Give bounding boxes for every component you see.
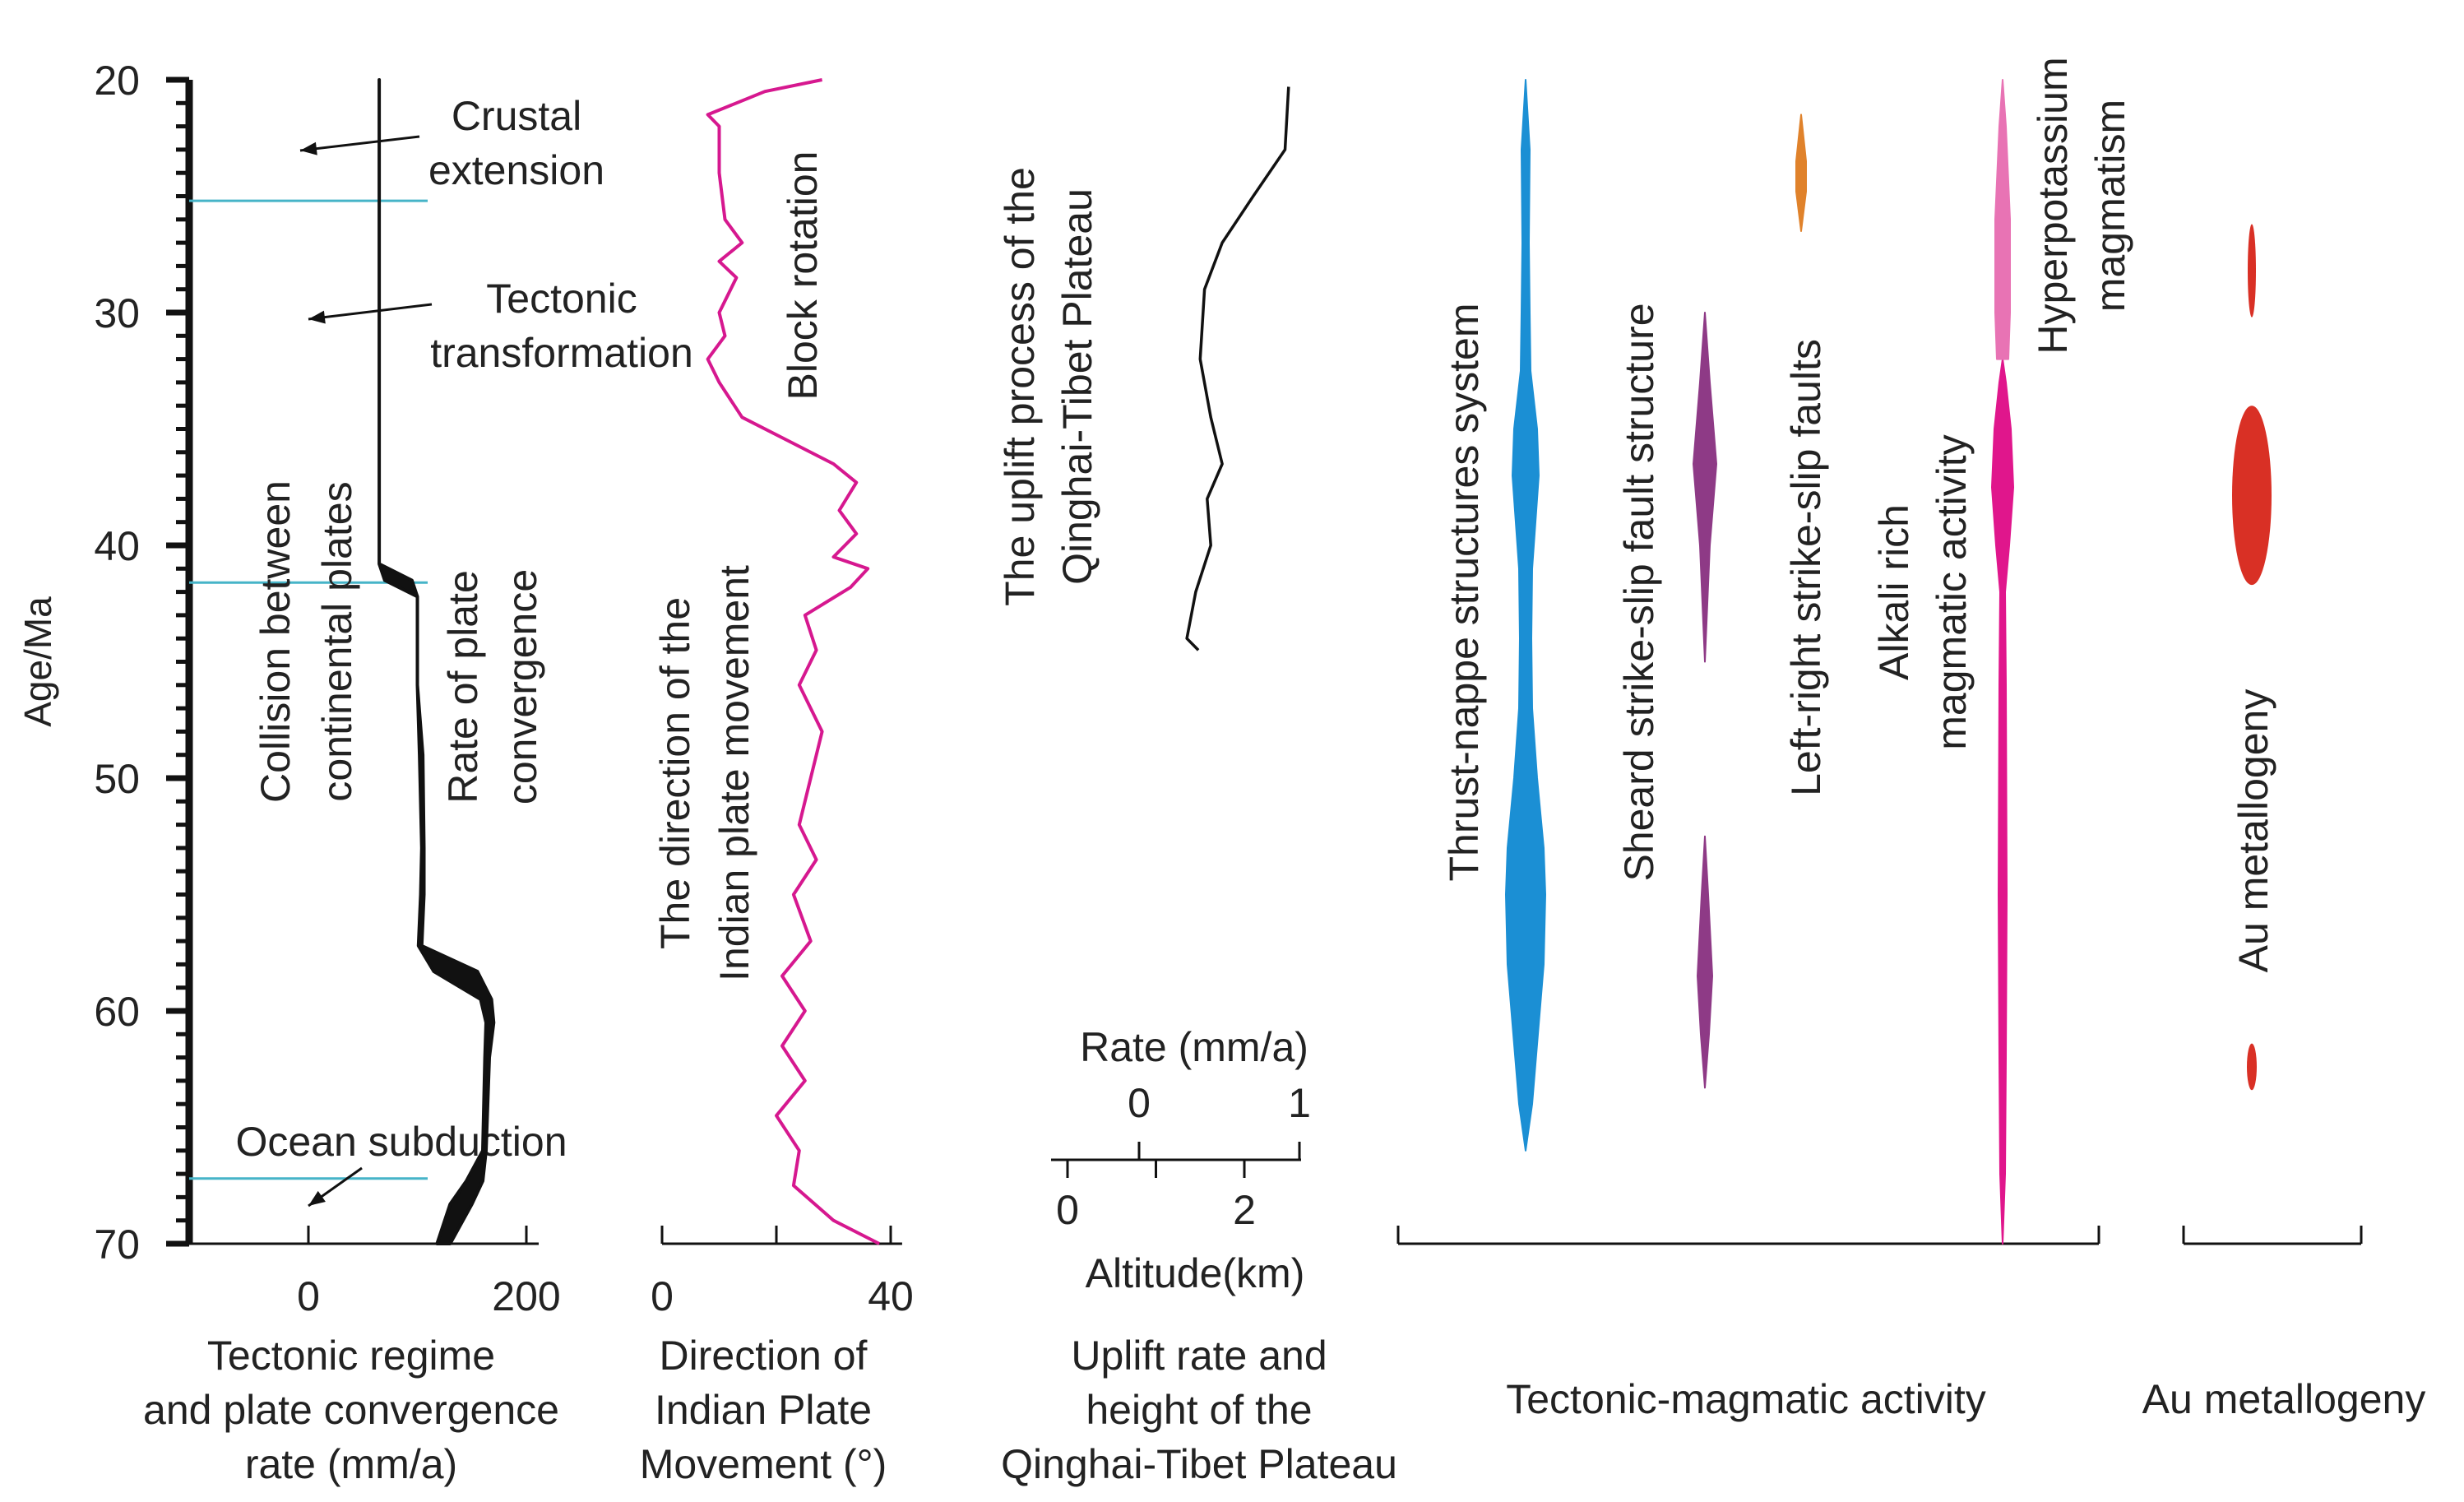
annotation-crustal-extension: Crustal — [452, 93, 581, 139]
convergence-caption: and plate convergence — [143, 1387, 559, 1433]
uplift-caption: height of the — [1086, 1387, 1312, 1433]
convergence-rate-band — [377, 78, 496, 1245]
uplift-caption: Qinghai-Tibet Plateau — [1001, 1441, 1397, 1487]
annotation-collision: continental plates — [314, 481, 360, 801]
au-caption: Au metallogeny — [2142, 1376, 2426, 1422]
age-axis: 20 30 40 50 60 70 — [94, 58, 193, 1268]
convergence-caption: Tectonic regime — [207, 1333, 495, 1379]
annotation-ocean-subduction: Ocean subduction — [235, 1119, 567, 1165]
direction-panel: 0 40 The direction of the Indian plate move… — [640, 78, 914, 1487]
uplift-rate-tick-label: 1 — [1288, 1080, 1311, 1126]
annotation-arrow — [308, 303, 433, 321]
uplift-altitude-axis-label: Altitude(km) — [1086, 1250, 1305, 1296]
age-tick-label: 20 — [94, 58, 140, 104]
annotation-collision: Collision between — [252, 480, 299, 803]
activity-label-sheard: Sheard strike-slip fault structure — [1616, 303, 1662, 881]
convergence-x-tick-label: 200 — [492, 1273, 560, 1319]
activity-body — [1994, 79, 2011, 360]
uplift-series-label: Qinghai-Tibet Plateau — [1054, 188, 1100, 585]
annotation-tectonic-transformation: Tectonic — [486, 276, 637, 322]
age-tick-label: 40 — [94, 523, 140, 569]
activity-caption: Tectonic-magmatic activity — [1506, 1376, 1986, 1422]
uplift-rate-axis-label: Rate (mm/a) — [1080, 1024, 1308, 1070]
activity-body — [1991, 358, 2014, 1245]
stage-annotations: Crustal extension Tectonic transformation Co… — [235, 93, 693, 1208]
age-tick-label: 60 — [94, 989, 140, 1035]
convergence-series-label: convergence — [499, 569, 545, 804]
convergence-x-tick-label: 0 — [297, 1273, 320, 1319]
uplift-curve — [1185, 86, 1290, 651]
direction-x-tick-label: 40 — [868, 1273, 914, 1319]
au-label: Au metallogeny — [2230, 689, 2276, 973]
activity-label-thrust: Thrust-nappe structures system — [1441, 303, 1487, 881]
direction-caption: Movement (°) — [640, 1441, 887, 1487]
direction-block-rotation-label: Block rotation — [780, 151, 826, 401]
uplift-series-label: The uplift process of the — [997, 167, 1043, 606]
annotation-arrowhead — [308, 310, 326, 324]
activity-label-alkali: magmatic activity — [1929, 434, 1975, 749]
age-tick-label: 30 — [94, 290, 140, 336]
age-tick-label: 50 — [94, 756, 140, 802]
annotation-arrowhead — [308, 1190, 326, 1206]
au-body — [2248, 224, 2256, 318]
activity-body — [1697, 835, 1713, 1089]
tectonic-magmatic-panel: Thrust-nappe structures system Sheard str… — [1396, 57, 2133, 1422]
uplift-rate-tick-label: 0 — [1128, 1080, 1151, 1126]
activity-label-hyperpotassium: Hyperpotassium — [2030, 57, 2076, 354]
age-axis-label: Age/Ma — [16, 596, 59, 727]
uplift-caption: Uplift rate and — [1071, 1333, 1327, 1379]
annotation-arrow — [299, 135, 420, 152]
uplift-altitude-tick-label: 0 — [1056, 1187, 1079, 1233]
activity-label-left-right: Left-right strike-slip faults — [1783, 339, 1829, 796]
direction-series-label: The direction of the — [652, 597, 698, 949]
au-body — [2232, 406, 2272, 586]
age-tick-label: 70 — [94, 1222, 140, 1268]
direction-caption: Indian Plate — [655, 1387, 872, 1433]
convergence-caption: rate (mm/a) — [245, 1441, 457, 1487]
convergence-panel: 0 200 Rate of plate convergence Tectonic reg… — [143, 78, 561, 1487]
direction-line — [706, 78, 881, 1245]
activity-label-alkali: Alkali rich — [1871, 504, 1917, 680]
uplift-panel: 0 1 0 2 Rate (mm/a) Altitude(km) The uplift pr… — [997, 86, 1397, 1487]
convergence-series-label: Rate of plate — [440, 570, 486, 804]
activity-body — [1693, 312, 1717, 663]
activity-label-hyperpotassium: magmatism — [2087, 100, 2133, 312]
activity-body — [1505, 79, 1546, 1152]
annotation-arrowhead — [300, 141, 317, 155]
annotation-crustal-extension: extension — [428, 147, 604, 193]
direction-series-label: Indian plate movement — [711, 565, 757, 981]
au-metallogeny-panel: Au metallogeny Au metallogeny — [2142, 224, 2426, 1422]
annotation-tectonic-transformation: transformation — [430, 330, 693, 376]
uplift-altitude-tick-label: 2 — [1233, 1187, 1256, 1233]
stage-boundaries — [189, 199, 428, 1180]
au-body — [2247, 1043, 2257, 1091]
activity-body — [1795, 114, 1807, 232]
direction-x-tick-label: 0 — [651, 1273, 674, 1319]
direction-caption: Direction of — [660, 1333, 868, 1379]
